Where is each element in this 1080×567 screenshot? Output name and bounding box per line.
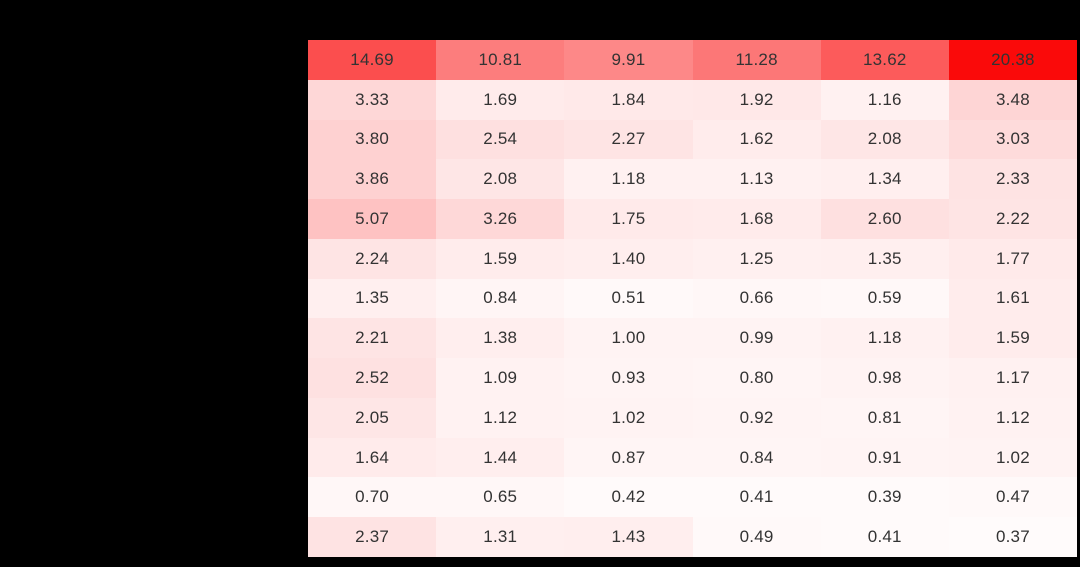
heatmap-cell: 0.51 [564,278,693,319]
heatmap-cell: 0.98 [820,358,949,398]
heatmap-cell: 0.39 [820,477,949,518]
heatmap-cell: 0.91 [820,437,949,478]
heatmap-cell: 0.49 [692,517,821,557]
heatmap-cell: 2.08 [436,159,565,200]
heatmap-cell: 1.31 [436,517,565,557]
heatmap-cell: 3.80 [308,119,437,160]
heatmap-cell: 2.37 [308,517,437,557]
heatmap-cell: 5.07 [308,199,437,239]
heatmap-cell: 2.60 [820,199,949,239]
heatmap-cell: 2.52 [308,358,437,398]
heatmap-cell: 2.08 [820,119,949,160]
heatmap-cell: 2.05 [308,397,437,438]
heatmap-cell: 0.87 [564,437,693,478]
heatmap-cell: 1.69 [436,79,565,120]
heatmap-cell: 1.25 [692,238,821,279]
heatmap-cell: 11.28 [692,40,821,80]
heatmap-cell: 1.68 [692,199,821,239]
heatmap-cell: 1.02 [948,437,1077,478]
heatmap-cell: 2.33 [948,159,1077,200]
heatmap-cell: 2.27 [564,119,693,160]
heatmap-cell: 0.41 [820,517,949,557]
heatmap-cell: 0.92 [692,397,821,438]
heatmap-cell: 0.65 [436,477,565,518]
heatmap-cell: 3.26 [436,199,565,239]
heatmap-cell: 20.38 [948,40,1077,80]
heatmap-cell: 1.64 [308,437,437,478]
heatmap-cell: 2.54 [436,119,565,160]
heatmap-cell: 0.84 [436,278,565,319]
heatmap-cell: 2.22 [948,199,1077,239]
heatmap-cell: 0.59 [820,278,949,319]
heatmap-cell: 1.35 [308,278,437,319]
heatmap-cell: 1.44 [436,437,565,478]
heatmap-cell: 3.33 [308,79,437,120]
heatmap-cell: 0.42 [564,477,693,518]
heatmap-cell: 1.18 [564,159,693,200]
heatmap-cell: 1.61 [948,278,1077,319]
heatmap-cell: 3.48 [948,79,1077,120]
heatmap-cell: 0.99 [692,318,821,359]
heatmap-cell: 0.47 [948,477,1077,518]
heatmap-cell: 2.24 [308,238,437,279]
heatmap-cell: 1.62 [692,119,821,160]
heatmap-cell: 1.43 [564,517,693,557]
heatmap-table: 14.69 10.81 9.91 11.28 13.62 20.38 3.33 1.69 1.8… [308,40,1077,557]
heatmap-cell: 1.35 [820,238,949,279]
heatmap-cell: 1.17 [948,358,1077,398]
heatmap-cell: 1.02 [564,397,693,438]
heatmap-cell: 0.41 [692,477,821,518]
heatmap-cell: 1.18 [820,318,949,359]
heatmap-cell: 1.59 [436,238,565,279]
heatmap-cell: 9.91 [564,40,693,80]
heatmap-cell: 2.21 [308,318,437,359]
heatmap-cell: 1.59 [948,318,1077,359]
heatmap-cell: 0.70 [308,477,437,518]
heatmap-cell: 1.12 [948,397,1077,438]
heatmap-cell: 3.86 [308,159,437,200]
heatmap-cell: 10.81 [436,40,565,80]
heatmap-cell: 1.13 [692,159,821,200]
heatmap-cell: 1.38 [436,318,565,359]
heatmap-cell: 3.03 [948,119,1077,160]
heatmap-cell: 0.84 [692,437,821,478]
heatmap-cell: 13.62 [820,40,949,80]
heatmap-cell: 1.00 [564,318,693,359]
heatmap-cell: 0.80 [692,358,821,398]
heatmap-cell: 1.84 [564,79,693,120]
heatmap-cell: 0.66 [692,278,821,319]
heatmap-cell: 1.75 [564,199,693,239]
heatmap-cell: 1.34 [820,159,949,200]
heatmap-cell: 0.93 [564,358,693,398]
heatmap-cell: 0.81 [820,397,949,438]
heatmap-cell: 1.16 [820,79,949,120]
heatmap-cell: 0.37 [948,517,1077,557]
heatmap-cell: 14.69 [308,40,437,80]
heatmap-cell: 1.12 [436,397,565,438]
heatmap-cell: 1.09 [436,358,565,398]
heatmap-cell: 1.92 [692,79,821,120]
heatmap-cell: 1.40 [564,238,693,279]
heatmap-cell: 1.77 [948,238,1077,279]
